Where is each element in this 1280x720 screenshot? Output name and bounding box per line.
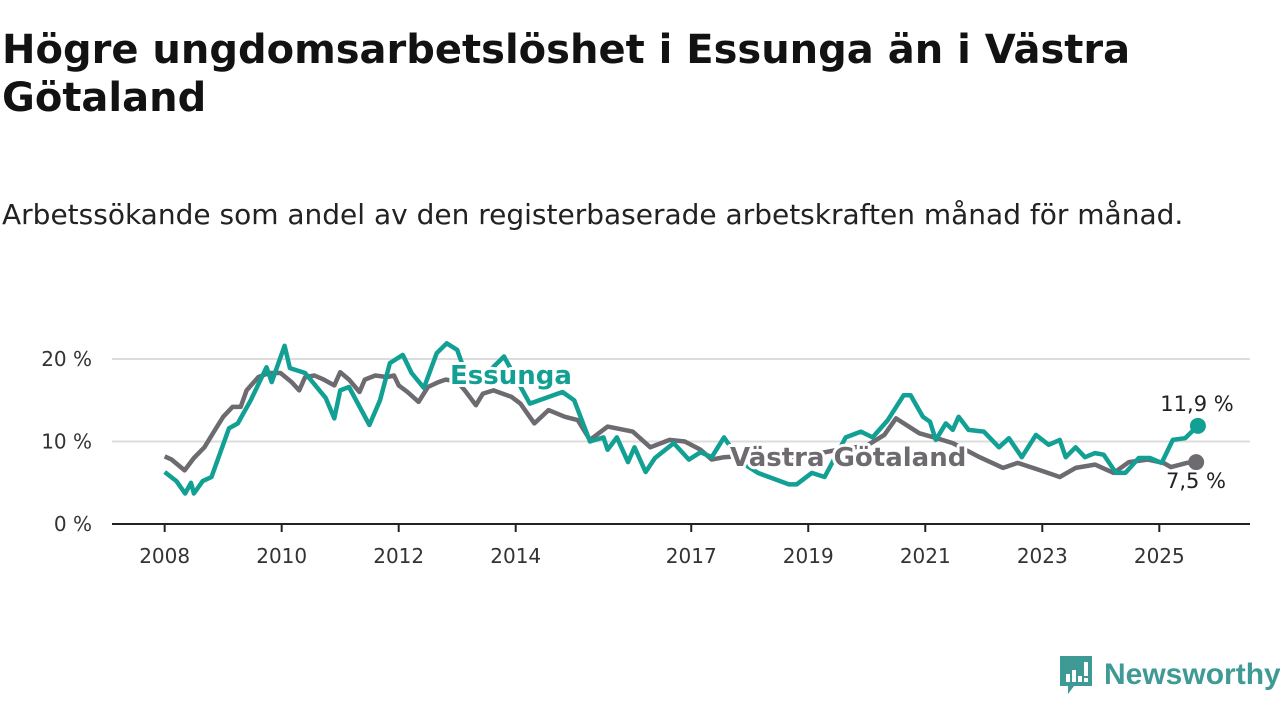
series-label-vastra-gotaland: Västra Götaland — [730, 443, 966, 473]
end-value-essunga: 11,9 % — [1160, 392, 1233, 416]
x-tick-label: 2014 — [490, 544, 541, 568]
x-tick-label: 2010 — [256, 544, 307, 568]
y-tick-label: 20 % — [41, 347, 92, 371]
newsworthy-logo: Newsworthy — [1058, 654, 1280, 696]
x-tick-label: 2023 — [1017, 544, 1068, 568]
series-line-essunga — [163, 341, 1200, 496]
x-tick-label: 2008 — [139, 544, 190, 568]
series-vastra-gotaland — [163, 369, 1205, 480]
series-essunga — [163, 341, 1206, 496]
x-tick-label: 2017 — [666, 544, 717, 568]
end-marker-vastra-gotaland — [1188, 454, 1205, 471]
x-tick-label: 2025 — [1134, 544, 1185, 568]
newsworthy-chart-bubble-icon — [1060, 656, 1092, 694]
series-lines — [163, 341, 1206, 496]
x-tick-label: 2012 — [373, 544, 424, 568]
x-tick-label: 2019 — [783, 544, 834, 568]
y-tick-label: 0 % — [54, 512, 92, 536]
chart-subtitle: Arbetssökande som andel av den registerb… — [2, 198, 1184, 231]
series-line-vastra-gotaland — [163, 369, 1197, 480]
end-marker-essunga — [1189, 417, 1206, 434]
series-label-essunga: Essunga — [450, 361, 572, 391]
y-tick-label: 10 % — [41, 430, 92, 454]
end-value-vastra-gotaland: 7,5 % — [1166, 469, 1226, 493]
brand-name: Newsworthy — [1104, 658, 1280, 691]
x-axis-ticks: 2008 2010 2012 2014 2017 2019 2021 2023 2025 — [139, 524, 1185, 568]
y-axis-ticks: 0 % 10 % 20 % — [41, 347, 92, 536]
x-tick-label: 2021 — [900, 544, 951, 568]
gridlines — [112, 358, 1250, 443]
chart-title: Högre ungdomsarbetslöshet i Essunga än i… — [2, 27, 1131, 121]
